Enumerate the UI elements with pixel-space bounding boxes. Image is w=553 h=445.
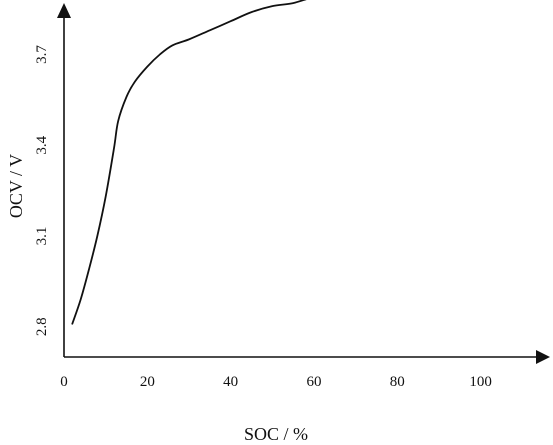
x-tick-label: 80 (390, 374, 405, 390)
y-tick-label: 3.4 (34, 135, 50, 154)
series-line-0 (71, 0, 307, 325)
x-tick-label: 0 (60, 374, 68, 390)
x-tick-label: 100 (469, 374, 492, 390)
x-axis-title: SOC / % (244, 424, 308, 444)
y-axis-title: OCV / V (6, 154, 26, 218)
x-tick-label: 60 (306, 374, 321, 390)
x-tick-label: 40 (223, 374, 238, 390)
y-tick-label: 3.1 (34, 227, 50, 246)
y-axis-arrow (57, 3, 71, 18)
x-axis-arrow (536, 350, 550, 364)
series-layer (71, 0, 307, 325)
axes (57, 3, 550, 364)
y-tick-label: 3.7 (34, 45, 50, 64)
x-tick-label: 20 (140, 374, 155, 390)
y-tick-label: 2.8 (34, 317, 50, 336)
